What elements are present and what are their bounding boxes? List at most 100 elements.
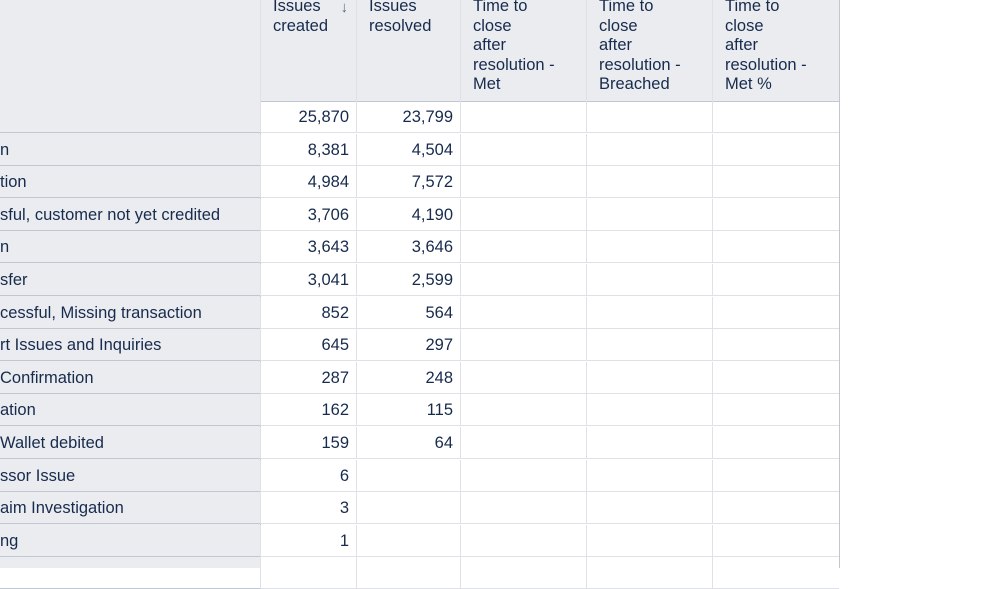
cell-ttc-met	[460, 492, 586, 525]
arrow-down-icon[interactable]: ↓	[340, 0, 349, 16]
cell-ttc-breached	[586, 296, 712, 329]
column-header-ttc-breached[interactable]: Time to close after resolution - Breache…	[586, 0, 712, 101]
cell-ttc-breached	[586, 524, 712, 557]
column-header-label: Time to close after resolution - Met	[473, 0, 555, 93]
cell-ttc-met-pct	[712, 296, 839, 329]
row-label[interactable]: aim Investigation	[0, 492, 260, 525]
cell-ttc-met-pct	[712, 133, 839, 166]
cell-issues-resolved	[356, 459, 460, 492]
cell-issues-resolved	[356, 524, 460, 557]
cell-issues-created: 287	[260, 361, 356, 394]
row-label[interactable]: rt Issues and Inquiries	[0, 329, 260, 362]
cell-ttc-met	[460, 524, 586, 557]
row-label[interactable]	[0, 557, 260, 589]
row-label[interactable]: ation	[0, 394, 260, 427]
cell-ttc-met	[460, 459, 586, 492]
table-row: n 3,643 3,646	[0, 231, 839, 264]
row-label[interactable]: sfer	[0, 264, 260, 296]
cell-issues-created: 3,041	[260, 264, 356, 296]
cell-issues-resolved: 23,799	[356, 101, 460, 133]
cell-ttc-breached	[586, 394, 712, 427]
cell-issues-resolved: 3,646	[356, 231, 460, 264]
cell-issues-resolved: 7,572	[356, 166, 460, 199]
cell-issues-created: 645	[260, 329, 356, 362]
cell-issues-created: 3,706	[260, 198, 356, 231]
table-row: ng 1	[0, 524, 839, 557]
cell-issues-created: 25,870	[260, 101, 356, 133]
row-label[interactable]: n	[0, 231, 260, 264]
row-label[interactable]: n	[0, 134, 260, 166]
cell-ttc-met	[460, 427, 586, 459]
cell-ttc-met-pct	[712, 231, 839, 264]
column-header-ttc-met-pct[interactable]: Time to close after resolution - Met %	[712, 0, 839, 101]
table-row: cessful, Missing transaction 852 564	[0, 296, 839, 329]
column-header-label: Time to close after resolution - Met %	[725, 0, 807, 93]
row-label[interactable]: ng	[0, 525, 260, 557]
cell-ttc-met-pct	[712, 361, 839, 394]
table-header: Issues created ↓ Issues resolved Time to…	[0, 0, 839, 102]
row-label[interactable]: Wallet debited	[0, 427, 260, 459]
row-label[interactable]	[0, 101, 260, 133]
cell-ttc-met	[460, 101, 586, 133]
table-row: sfer 3,041 2,599	[0, 264, 839, 296]
cell-ttc-met	[460, 198, 586, 231]
cell-issues-resolved: 4,190	[356, 198, 460, 231]
table-row: tion 4,984 7,572	[0, 166, 839, 199]
cell-issues-created: 162	[260, 394, 356, 427]
cell-issues-resolved: 64	[356, 427, 460, 459]
cell-ttc-met	[460, 133, 586, 166]
cell-ttc-breached	[586, 198, 712, 231]
cell-issues-resolved: 564	[356, 296, 460, 329]
cell-issues-created: 3,643	[260, 231, 356, 264]
cell-ttc-breached	[586, 459, 712, 492]
cell-ttc-breached	[586, 492, 712, 525]
cell-ttc-met	[460, 231, 586, 264]
table-row: rt Issues and Inquiries 645 297	[0, 329, 839, 362]
column-header-ttc-met[interactable]: Time to close after resolution - Met	[460, 0, 586, 101]
cell-ttc-met	[460, 296, 586, 329]
cell-issues-resolved: 2,599	[356, 264, 460, 296]
table-row: Wallet debited 159 64	[0, 427, 839, 459]
row-label[interactable]: Confirmation	[0, 362, 260, 394]
cell-ttc-met	[460, 557, 586, 589]
column-header-label: Issues resolved	[369, 0, 432, 35]
cell-issues-resolved: 4,504	[356, 133, 460, 166]
cell-issues-created: 6	[260, 459, 356, 492]
cell-ttc-met-pct	[712, 394, 839, 427]
cell-ttc-breached	[586, 427, 712, 459]
row-label[interactable]: sful, customer not yet credited	[0, 199, 260, 231]
column-header-label: Issues created	[273, 0, 329, 35]
table-row: ssor Issue 6	[0, 459, 839, 492]
cell-issues-created: 3	[260, 492, 356, 525]
column-header-issues-resolved[interactable]: Issues resolved	[356, 0, 460, 101]
column-header-issues-created[interactable]: Issues created ↓	[260, 0, 356, 101]
cell-issues-created: 8,381	[260, 133, 356, 166]
cell-ttc-met-pct	[712, 557, 839, 589]
cell-issues-resolved	[356, 492, 460, 525]
cell-ttc-met-pct	[712, 329, 839, 362]
cell-issues-created: 4,984	[260, 166, 356, 199]
table-row	[0, 557, 839, 589]
cell-ttc-met	[460, 361, 586, 394]
cell-ttc-met-pct	[712, 524, 839, 557]
row-label[interactable]: cessful, Missing transaction	[0, 297, 260, 329]
row-label[interactable]: tion	[0, 166, 260, 199]
cell-ttc-breached	[586, 329, 712, 362]
cell-ttc-breached	[586, 133, 712, 166]
row-label[interactable]: ssor Issue	[0, 460, 260, 492]
cell-ttc-met-pct	[712, 198, 839, 231]
cell-ttc-breached	[586, 166, 712, 199]
cell-ttc-met-pct	[712, 166, 839, 199]
cell-ttc-met	[460, 264, 586, 296]
cell-ttc-met	[460, 166, 586, 199]
table-row: aim Investigation 3	[0, 492, 839, 525]
cell-issues-created: 159	[260, 427, 356, 459]
cell-ttc-met-pct	[712, 459, 839, 492]
cell-ttc-met-pct	[712, 492, 839, 525]
table-row: ation 162 115	[0, 394, 839, 427]
cell-issues-resolved: 248	[356, 361, 460, 394]
table-row: sful, customer not yet credited 3,706 4,19…	[0, 198, 839, 231]
cell-ttc-breached	[586, 557, 712, 589]
cell-ttc-met-pct	[712, 427, 839, 459]
cell-ttc-breached	[586, 361, 712, 394]
